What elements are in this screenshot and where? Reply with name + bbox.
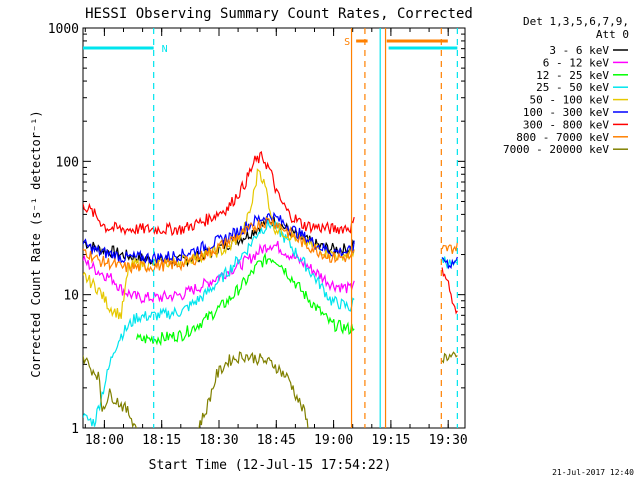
legend-entry-label: 12 - 25 keV [536, 69, 609, 82]
x-tick-label: 19:30 [429, 433, 468, 448]
series-line [83, 216, 458, 274]
data-area [83, 28, 458, 428]
legend-entry-label: 7000 - 20000 keV [503, 143, 609, 156]
legend-entry-label: 800 - 7000 keV [516, 131, 609, 144]
legend-entry-label: 6 - 12 keV [543, 56, 610, 69]
legend-header-line-1: Det 1,3,5,6,7,9, [523, 15, 629, 28]
y-tick-label: 1000 [48, 22, 79, 37]
x-axis-label: Start Time (12-Jul-15 17:54:22) [149, 458, 392, 473]
legend-entry-label: 50 - 100 keV [530, 94, 610, 107]
series-line [83, 219, 458, 427]
y-tick-label: 1 [71, 422, 79, 437]
x-tick-label: 18:30 [199, 433, 238, 448]
series-line [83, 211, 458, 270]
flag-label: N [162, 44, 168, 55]
series-line [135, 252, 355, 347]
x-tick-label: 18:15 [142, 433, 181, 448]
footer-date: 21-Jul-2017 12:40 [552, 468, 634, 477]
y-tick-label: 100 [56, 155, 79, 170]
x-tick-label: 18:45 [257, 433, 296, 448]
legend-entry-label: 300 - 800 keV [523, 118, 609, 131]
legend-entry-label: 25 - 50 keV [536, 81, 609, 94]
plot-frame [82, 27, 466, 429]
x-tick-label: 18:00 [85, 433, 124, 448]
chart-title: HESSI Observing Summary Count Rates, Cor… [85, 6, 473, 22]
y-tick-label: 10 [63, 289, 79, 304]
flag-label: S [344, 37, 350, 48]
legend-header-line-2: Att 0 [596, 28, 629, 41]
legend-entry-label: 100 - 300 keV [523, 106, 609, 119]
x-tick-label: 19:15 [371, 433, 410, 448]
series-line [83, 150, 458, 315]
x-tick-label: 19:00 [314, 433, 353, 448]
y-axis-label: Corrected Count Rate (s⁻¹ detector⁻¹) [29, 110, 43, 377]
legend-entry-label: 3 - 6 keV [549, 44, 609, 57]
series-line [83, 351, 458, 428]
